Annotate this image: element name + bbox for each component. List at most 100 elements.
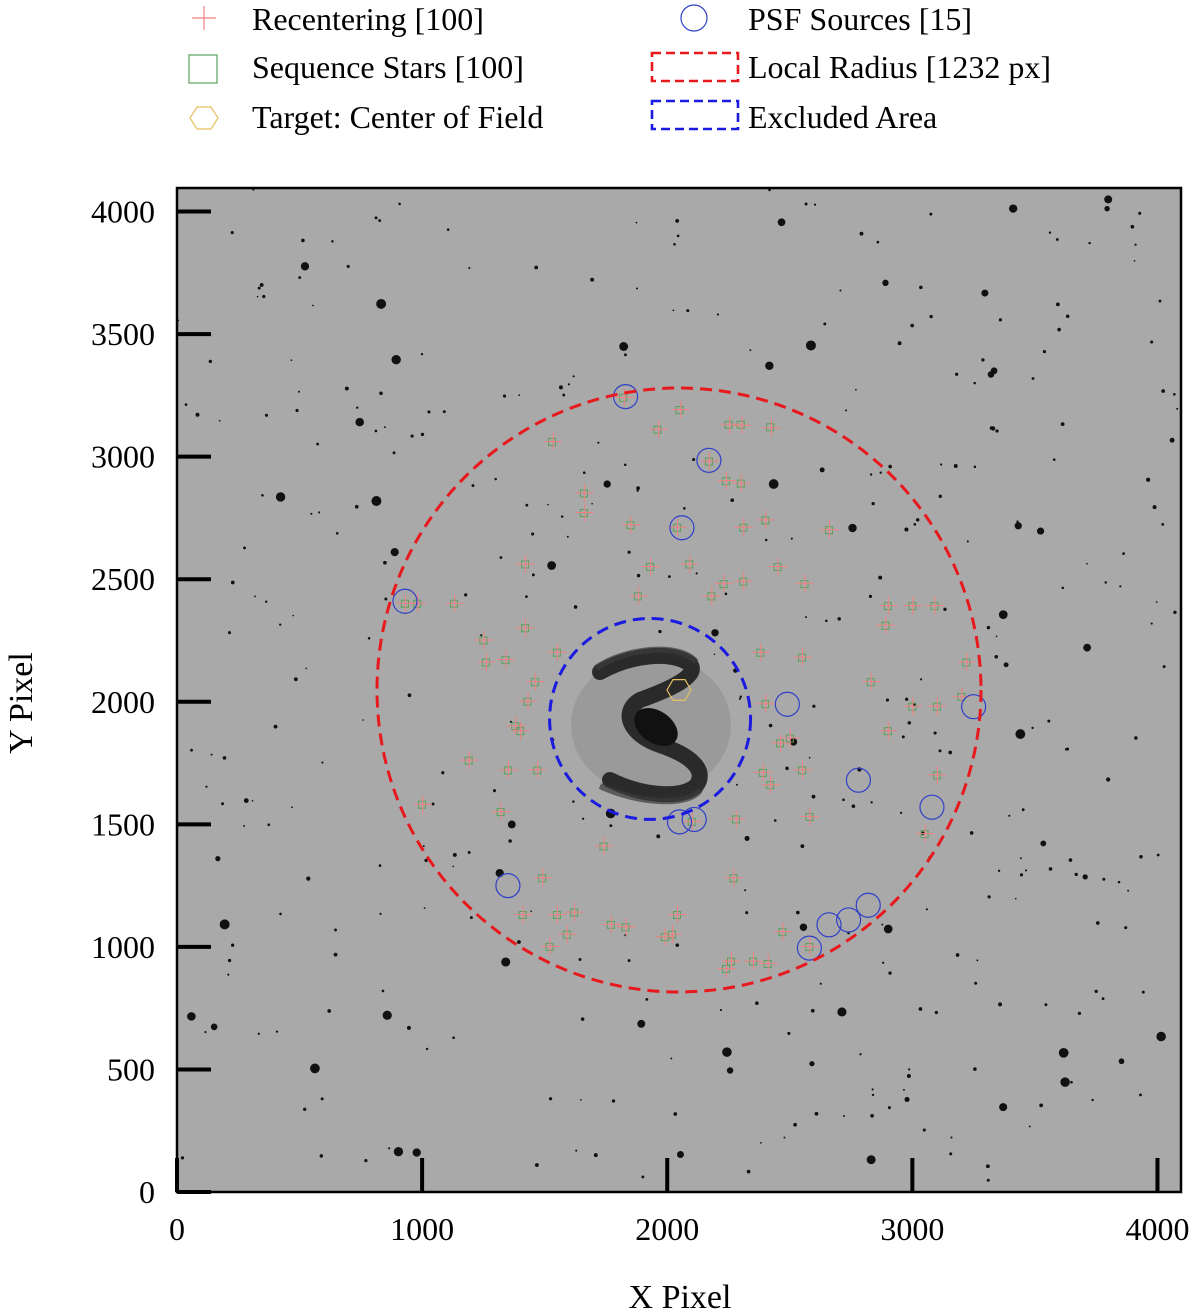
field-star: [943, 607, 947, 611]
field-star: [575, 1149, 578, 1152]
field-star: [452, 1036, 455, 1040]
field-star: [998, 610, 1008, 620]
recentering-marker: [526, 672, 545, 691]
field-star: [805, 340, 816, 351]
recentering-marker: [903, 596, 922, 615]
field-star: [208, 359, 213, 364]
recentering-marker: [544, 432, 563, 451]
field-star: [1070, 1080, 1073, 1084]
field-star: [623, 463, 627, 467]
field-star: [593, 1153, 598, 1158]
recentering-marker: [771, 733, 790, 752]
field-star: [724, 592, 728, 596]
field-star: [1141, 990, 1145, 994]
field-star: [973, 1067, 977, 1071]
field-star: [230, 231, 234, 235]
y-tick-label: 500: [107, 1051, 155, 1087]
field-star: [230, 580, 235, 585]
field-star: [319, 1154, 324, 1158]
field-star: [427, 410, 431, 414]
field-star: [305, 667, 307, 670]
recentering-marker: [876, 616, 895, 635]
field-star: [785, 766, 789, 771]
field-star: [321, 761, 324, 764]
field-star: [879, 471, 882, 474]
recentering-marker: [744, 952, 763, 971]
field-star: [887, 1106, 891, 1110]
field-star: [904, 527, 909, 532]
field-star: [870, 1113, 874, 1118]
field-star: [265, 600, 268, 603]
field-star: [627, 550, 631, 554]
psf-source-marker: [961, 694, 987, 720]
field-star: [1157, 1034, 1162, 1038]
field-star: [812, 704, 816, 708]
field-star: [471, 484, 475, 487]
field-star: [291, 806, 293, 809]
field-star: [819, 982, 822, 985]
recentering-marker: [516, 618, 535, 637]
field-star: [1155, 601, 1158, 603]
recentering-marker: [621, 515, 640, 534]
field-star: [603, 480, 611, 488]
field-star: [950, 1136, 953, 1139]
field-star: [567, 383, 570, 386]
field-star: [367, 637, 371, 640]
field-star: [390, 548, 399, 557]
psf-source-marker: [845, 767, 872, 793]
field-star: [446, 228, 450, 231]
field-star: [1102, 877, 1106, 881]
field-star: [383, 560, 387, 565]
recentering-marker: [413, 795, 432, 814]
field-star: [765, 361, 774, 370]
recentering-marker: [724, 868, 743, 887]
field-star: [1088, 241, 1091, 245]
field-star: [190, 748, 193, 752]
field-star: [215, 856, 221, 862]
field-star: [1162, 665, 1166, 668]
field-star: [1134, 243, 1137, 246]
field-star: [1052, 458, 1056, 461]
recentering-marker: [575, 483, 594, 502]
field-star: [810, 1008, 815, 1013]
field-star: [346, 264, 350, 268]
recentering-marker: [671, 400, 690, 419]
field-star: [306, 876, 311, 881]
field-star: [231, 943, 235, 947]
recentering-marker: [769, 557, 788, 576]
recentering-marker: [756, 510, 775, 529]
recentering-marker: [629, 586, 648, 605]
field-star: [1119, 585, 1122, 588]
psf-source-marker: [669, 515, 695, 541]
field-star: [907, 721, 911, 725]
field-star: [938, 749, 942, 753]
recentering-marker: [795, 574, 814, 593]
field-star: [760, 1142, 762, 1144]
field-star: [1021, 808, 1025, 812]
field-star: [590, 277, 595, 282]
field-star: [355, 417, 364, 427]
field-star: [219, 919, 230, 930]
field-star: [425, 1047, 429, 1051]
field-star: [768, 723, 773, 728]
recentering-marker: [702, 586, 721, 605]
field-star: [871, 1088, 874, 1091]
recentering-marker: [506, 716, 525, 735]
recentering-marker: [793, 760, 812, 779]
field-star: [938, 494, 942, 498]
field-star: [1048, 867, 1053, 871]
legend-local-radius-label: Local Radius [1232 px]: [748, 49, 1051, 85]
field-star: [878, 575, 883, 580]
field-star: [382, 1010, 392, 1020]
field-star: [256, 295, 259, 298]
field-star: [1150, 340, 1154, 344]
recentering-marker: [700, 452, 719, 471]
field-star: [989, 426, 994, 430]
field-star: [805, 616, 807, 619]
field-star: [1139, 855, 1143, 859]
field-star: [670, 1057, 673, 1060]
recentering-marker: [533, 868, 552, 887]
field-star: [480, 634, 483, 637]
field-star: [901, 735, 905, 739]
